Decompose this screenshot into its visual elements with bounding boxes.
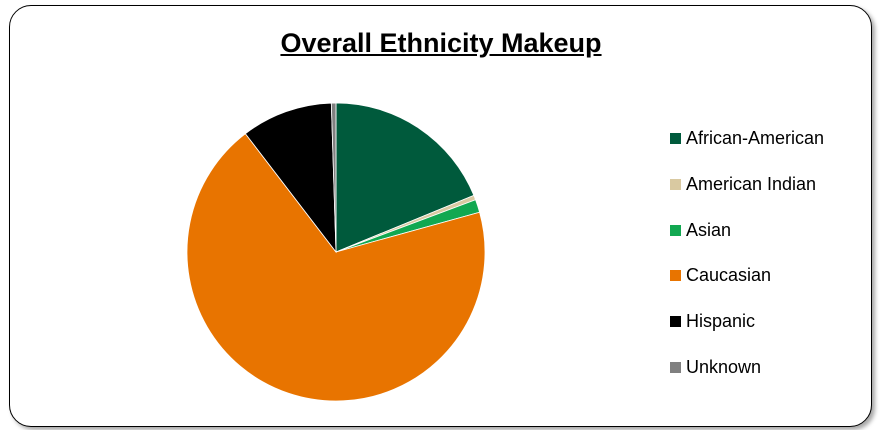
legend-swatch-unknown xyxy=(670,361,681,373)
pie-slice-unknown xyxy=(330,102,337,253)
chart-title: Overall Ethnicity Makeup xyxy=(280,28,602,58)
legend-swatch-hispanic xyxy=(670,316,681,328)
pie-slice-hispanic xyxy=(244,102,337,254)
legend-label-hispanic: Hispanic xyxy=(686,311,756,332)
legend-swatch-african-american xyxy=(670,133,681,144)
legend-label-unknown: Unknown xyxy=(686,356,762,377)
pie-slice-caucasian xyxy=(186,133,486,402)
legend-swatch-american-indian xyxy=(670,178,681,190)
legend-swatch-asian xyxy=(670,224,681,236)
legend-item-hispanic: Hispanic xyxy=(670,310,870,356)
legend-label-american-indian: American Indian xyxy=(686,173,817,194)
legend-label-asian: Asian xyxy=(686,219,732,240)
legend-item-african-american: African-American xyxy=(670,127,870,173)
legend-item-caucasian: Caucasian xyxy=(670,264,870,310)
legend-label-caucasian: Caucasian xyxy=(686,265,772,286)
legend-item-unknown: Unknown xyxy=(670,356,870,402)
legend-item-american-indian: American Indian xyxy=(670,173,870,219)
legend-swatch-caucasian xyxy=(670,270,681,282)
legend-item-asian: Asian xyxy=(670,219,870,265)
pie-slice-african-american xyxy=(335,102,475,253)
legend: African-American American Indian Asian Cauc… xyxy=(670,127,870,402)
legend-label-african-american: African-American xyxy=(686,128,825,148)
